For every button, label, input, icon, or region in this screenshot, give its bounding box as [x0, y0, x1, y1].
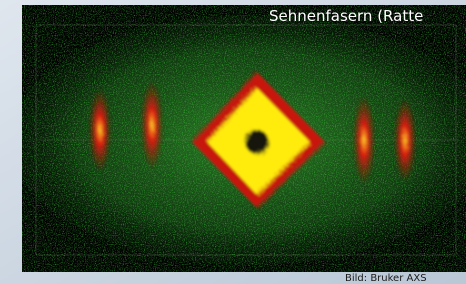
page: {"image": {"title": "Sehnenfasern (Ratte…	[0, 0, 466, 284]
reflection-stripe	[141, 80, 163, 170]
image-credit: Bild: Bruker AXS	[345, 273, 427, 284]
reflection-stripe	[394, 98, 416, 182]
image-title: Sehnenfasern (Ratte	[269, 7, 423, 25]
reflection-stripe	[89, 88, 111, 172]
screenshot: Sehnenfasern (Ratte Bild: Bruker AXS	[0, 0, 466, 284]
reflection-stripe	[353, 95, 375, 185]
beam-stop	[245, 130, 269, 154]
diffraction-image	[10, 5, 466, 272]
